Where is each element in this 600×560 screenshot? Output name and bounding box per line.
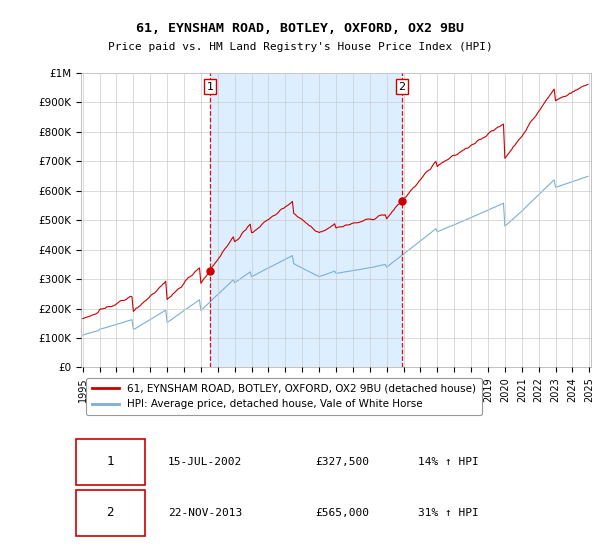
Text: 61, EYNSHAM ROAD, BOTLEY, OXFORD, OX2 9BU: 61, EYNSHAM ROAD, BOTLEY, OXFORD, OX2 9B…: [136, 22, 464, 35]
Legend: 61, EYNSHAM ROAD, BOTLEY, OXFORD, OX2 9BU (detached house), HPI: Average price, : 61, EYNSHAM ROAD, BOTLEY, OXFORD, OX2 9B…: [86, 378, 482, 416]
Text: Price paid vs. HM Land Registry's House Price Index (HPI): Price paid vs. HM Land Registry's House …: [107, 42, 493, 52]
Text: 1: 1: [106, 455, 114, 468]
Text: 15-JUL-2002: 15-JUL-2002: [168, 457, 242, 467]
Text: 2: 2: [398, 82, 406, 92]
FancyBboxPatch shape: [76, 439, 145, 485]
Text: 2: 2: [106, 506, 114, 519]
Text: 14% ↑ HPI: 14% ↑ HPI: [418, 457, 478, 467]
Text: 1: 1: [206, 82, 214, 92]
Text: 22-NOV-2013: 22-NOV-2013: [168, 507, 242, 517]
Text: 31% ↑ HPI: 31% ↑ HPI: [418, 507, 478, 517]
Bar: [210, 73, 402, 367]
Text: £565,000: £565,000: [316, 507, 370, 517]
FancyBboxPatch shape: [76, 489, 145, 535]
Text: £327,500: £327,500: [316, 457, 370, 467]
